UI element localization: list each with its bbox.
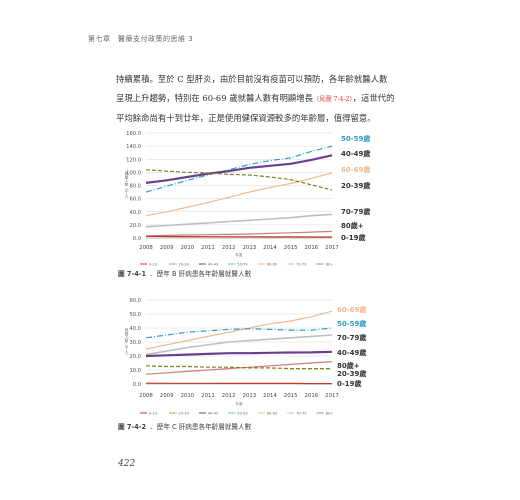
y-tick-label: 60.0 [129,298,141,304]
body-line-2b: ，這世代的 [352,93,395,103]
x-tick-label: 2010 [180,393,194,399]
body-line-3: 平均餘命尚有十到廿年，正是使用健保資源較多的年齡層，值得留意。 [116,113,376,123]
series-line-60-69 [145,172,333,217]
x-tick-label: 2008 [139,245,153,251]
x-axis-title: 年度 [235,401,243,406]
y-tick-label: 160.0 [126,131,141,137]
y-tick-label: 140.0 [126,144,141,150]
x-tick-label: 2016 [304,245,318,251]
legend-label-40-49: 40-49 [208,262,219,266]
series-label-20-39: 20-39歲 [337,369,366,378]
x-tick-label: 2017 [325,393,339,399]
body-line-2a: 呈現上升趨勢，特別在 60-69 歲就醫人數有明顯增長 [116,93,313,103]
y-tick-label: 40.0 [129,210,141,216]
legend-label-80+: 80+ [326,411,334,415]
x-tick-label: 2013 [242,393,256,399]
x-tick-label: 2009 [160,393,174,399]
series-label-0-19: 0-19歲 [341,233,366,242]
x-tick-label: 2011 [201,393,215,399]
caption-2-text: 、歷年 C 肝病患各年齡層就醫人數 [150,423,252,431]
figure-caption-2: 圖 7-4-2 、歷年 C 肝病患各年齡層就醫人數 [118,421,251,431]
legend-label-20-39: 20-39 [178,262,189,266]
x-tick-label: 2014 [263,393,277,399]
x-tick-label: 2012 [222,245,236,251]
y-tick-label: 20.0 [129,223,141,229]
legend-label-70-79: 70-79 [296,262,307,266]
series-line-20-39 [145,169,333,191]
series-label-0-19: 0-19歲 [337,379,362,388]
y-tick-label: 10.0 [129,368,141,374]
x-tick-label: 2014 [263,245,277,251]
legend-label-20-39: 20-39 [178,411,189,415]
series-label-20-39: 20-39歲 [341,181,370,190]
y-tick-label: 20.0 [129,354,141,360]
series-label-60-69: 60-69歲 [337,305,366,314]
figure-caption-1: 圖 7-4-1 、歷年 B 肝病患各年齡層就醫人數 [118,268,251,278]
x-tick-label: 2017 [325,245,339,251]
series-label-70-79: 70-79歲 [337,333,366,342]
legend-label-60-69: 60-69 [267,262,278,266]
y-tick-label: 100.0 [126,170,141,176]
y-tick-label: 120.0 [126,157,141,163]
series-line-40-49 [145,350,333,358]
x-tick-label: 2010 [180,245,194,251]
y-tick-label: 50.0 [129,312,141,318]
x-tick-label: 2008 [139,393,153,399]
legend-label-0-19: 0-19 [149,411,158,415]
legend-label-80+: 80+ [326,262,334,266]
caption-1-number: 圖 7-4-1 [118,270,147,278]
y-tick-label: 30.0 [129,340,141,346]
series-line-70-79 [145,334,333,356]
legend-label-60-69: 60-69 [267,411,278,415]
x-tick-label: 2015 [284,393,298,399]
x-tick-label: 2011 [201,245,215,251]
x-tick-label: 2009 [160,245,174,251]
series-label-40-49: 40-49歲 [337,348,366,357]
x-tick-label: 2015 [284,245,298,251]
body-line-2: 呈現上升趨勢，特別在 60-69 歲就醫人數有明顯增長（見圖 7-4-2），這世… [116,89,416,109]
legend-label-40-49: 40-49 [208,411,219,415]
series-label-50-59: 50-59歲 [341,134,370,143]
body-line-1: 持續累積。至於 C 型肝炎，由於目前沒有疫苗可以預防，各年齡就醫人數 [116,74,388,84]
series-label-70-79: 70-79歲 [341,207,370,216]
series-label-60-69: 60-69歲 [341,165,370,174]
series-line-60-69 [145,310,333,350]
chart-c-hepatitis: 0.0 10.0 20.0 30.0 40.0 50.0 60.0 2008 2009 2010 2… [124,298,367,415]
body-paragraph: 持續累積。至於 C 型肝炎，由於目前沒有疫苗可以預防，各年齡就醫人數 呈現上升趨… [116,70,416,128]
chart-b-hepatitis: 0.0 20.0 40.0 60.0 80.0 100.0 120.0 140.0 160.0 2… [124,131,371,266]
series-line-80+ [145,230,333,237]
series-line-40-49 [145,154,333,184]
legend-label-50-59: 50-59 [237,262,248,266]
x-tick-label: 2012 [222,393,236,399]
legend-label-0-19: 0-19 [149,262,158,266]
series-line-20-39 [145,365,332,370]
y-tick-label: 40.0 [129,326,141,332]
figure-reference: （見圖 7-4-2） [312,96,353,103]
page-header: 第七章 醫療支付政策的思維 3 [88,35,194,43]
y-tick-label: 60.0 [129,197,141,203]
series-line-50-59 [145,327,333,339]
page-number: 422 [118,459,136,469]
series-label-80+: 80歲+ [337,361,360,370]
caption-2-number: 圖 7-4-2 [118,423,147,431]
series-label-40-49: 40-49歲 [341,149,370,158]
y-tick-label: 0.0 [133,236,141,242]
legend-label-50-59: 50-59 [237,411,248,415]
series-line-70-79 [145,213,333,228]
x-axis-title: 年度 [235,252,243,257]
y-axis-title: 就醫人數（千人） [124,171,129,201]
series-label-50-59: 50-59歲 [337,319,366,328]
y-tick-label: 0.0 [133,382,141,388]
legend-label-70-79: 70-79 [296,411,307,415]
y-axis-title: 就醫人數（千人） [124,327,129,357]
x-tick-label: 2013 [242,245,256,251]
series-line-50-59 [145,145,333,193]
caption-1-text: 、歷年 B 肝病患各年齡層就醫人數 [150,270,252,278]
x-tick-label: 2016 [304,393,318,399]
y-tick-label: 80.0 [129,184,141,190]
series-label-80+: 80歲+ [341,221,364,230]
series-line-0-19 [145,235,332,238]
